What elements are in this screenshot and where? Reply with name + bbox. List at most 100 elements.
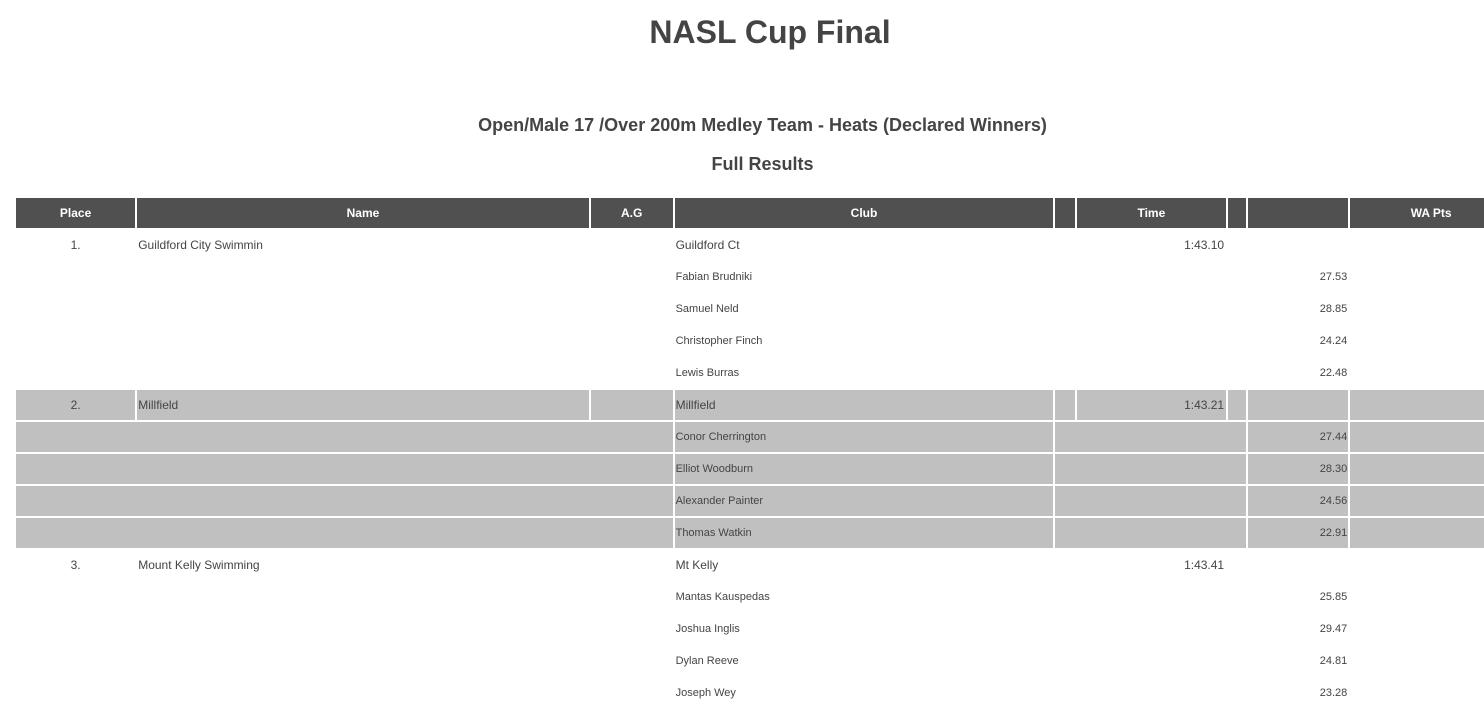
blank-cell [1055, 454, 1247, 484]
blank-cell [1350, 294, 1484, 324]
age-group [591, 230, 673, 260]
blank-cell [1350, 422, 1484, 452]
blank-cell [1055, 486, 1247, 516]
page-title: NASL Cup Final [649, 14, 891, 50]
blank-cell [1055, 518, 1247, 548]
blank-cell [16, 518, 673, 548]
member-split: 24.81 [1319, 655, 1348, 667]
team-name: Guildford City Swimmin [138, 238, 263, 252]
split-cell [1248, 550, 1348, 580]
header-row: Place Name A.G Club Time WA Pts [16, 198, 1484, 228]
member-row: Joseph Wey 23.28 [16, 678, 1484, 708]
member-name: Joseph Wey [675, 687, 736, 699]
blank-cell [1350, 326, 1484, 356]
club: Guildford Ct [675, 238, 740, 252]
member-row: Samuel Neld 28.85 [16, 294, 1484, 324]
member-split: 23.28 [1319, 687, 1348, 699]
blank-cell [16, 326, 673, 356]
blank-cell [16, 614, 673, 644]
member-name: Conor Cherrington [674, 422, 1054, 452]
member-row: Joshua Inglis 29.47 [16, 614, 1484, 644]
member-name: Dylan Reeve [675, 655, 739, 667]
blank-cell [1055, 358, 1246, 388]
col-split [1248, 198, 1349, 228]
results-subtitle: Full Results [711, 154, 814, 174]
member-row: Lewis Burras 22.48 [16, 358, 1484, 388]
split-cell [1248, 390, 1349, 420]
member-name: Alexander Painter [674, 486, 1054, 516]
blank-cell [1055, 326, 1246, 356]
team-name: Millfield [137, 390, 589, 420]
blank-cell [1055, 230, 1074, 260]
member-row: Elliot Woodburn 28.30 [16, 454, 1484, 484]
col-club: Club [674, 198, 1054, 228]
member-row: Conor Cherrington 27.44 [16, 422, 1484, 452]
blank-cell [1350, 454, 1484, 484]
member-name: Elliot Woodburn [674, 454, 1054, 484]
age-group [590, 390, 673, 420]
blank-cell [1055, 294, 1246, 324]
blank-cell [16, 454, 673, 484]
member-split: 28.30 [1248, 454, 1349, 484]
member-row: Mantas Kauspedas 25.85 [16, 582, 1484, 612]
member-name: Fabian Brudniki [675, 271, 753, 283]
blank-cell [1350, 518, 1484, 548]
blank-cell [1350, 678, 1484, 708]
member-row: Christopher Finch 24.24 [16, 326, 1484, 356]
blank-cell [1350, 582, 1484, 612]
blank-cell [1228, 390, 1247, 420]
place: 1. [70, 238, 81, 252]
blank-cell [1055, 550, 1074, 580]
member-name: Samuel Neld [675, 303, 739, 315]
member-split: 22.91 [1248, 518, 1349, 548]
member-split: 28.85 [1319, 303, 1348, 315]
blank-cell [16, 294, 673, 324]
team-row: 2. Millfield Millfield 1:43.21 [16, 390, 1484, 420]
member-split: 25.85 [1319, 591, 1348, 603]
blank-cell [16, 582, 673, 612]
blank-cell [1350, 262, 1484, 292]
blank-cell [1350, 646, 1484, 676]
split-cell [1248, 230, 1348, 260]
col-place: Place [16, 198, 136, 228]
col-ag: A.G [590, 198, 673, 228]
blank-cell [1055, 390, 1075, 420]
member-row: Dylan Reeve 24.81 [16, 646, 1484, 676]
blank-cell [1055, 646, 1246, 676]
time: 1:43.10 [1184, 238, 1225, 252]
member-name: Christopher Finch [675, 335, 763, 347]
age-group [591, 550, 673, 580]
member-name: Thomas Watkin [674, 518, 1054, 548]
team-name: Mount Kelly Swimming [138, 558, 260, 572]
col-blank [1228, 198, 1247, 228]
col-time: Time [1076, 198, 1227, 228]
member-row: Fabian Brudniki 27.53 [16, 262, 1484, 292]
member-split: 29.47 [1319, 623, 1348, 635]
member-split: 24.24 [1319, 335, 1348, 347]
wa-pts [1350, 230, 1484, 260]
col-name: Name [137, 198, 589, 228]
blank-cell [16, 422, 673, 452]
blank-cell [1055, 262, 1246, 292]
blank-cell [1350, 614, 1484, 644]
wa-pts [1350, 390, 1484, 420]
member-name: Joshua Inglis [675, 623, 740, 635]
col-wa-pts: WA Pts [1350, 198, 1484, 228]
blank-cell [1228, 550, 1246, 580]
member-row: Thomas Watkin 22.91 [16, 518, 1484, 548]
blank-cell [16, 678, 673, 708]
results-table: Place Name A.G Club Time WA Pts 1. Guild… [14, 196, 1484, 710]
team-row: 3. Mount Kelly Swimming Mt Kelly 1:43.41 [16, 550, 1484, 580]
blank-cell [16, 358, 673, 388]
blank-cell [16, 646, 673, 676]
col-blank [1055, 198, 1075, 228]
blank-cell [1055, 614, 1246, 644]
blank-cell [1055, 678, 1246, 708]
time: 1:43.41 [1184, 558, 1225, 572]
team-row: 1. Guildford City Swimmin Guildford Ct 1… [16, 230, 1484, 260]
place: 2. [16, 390, 136, 420]
blank-cell [1350, 358, 1484, 388]
blank-cell [1350, 486, 1484, 516]
blank-cell [1055, 582, 1246, 612]
blank-cell [1228, 230, 1246, 260]
